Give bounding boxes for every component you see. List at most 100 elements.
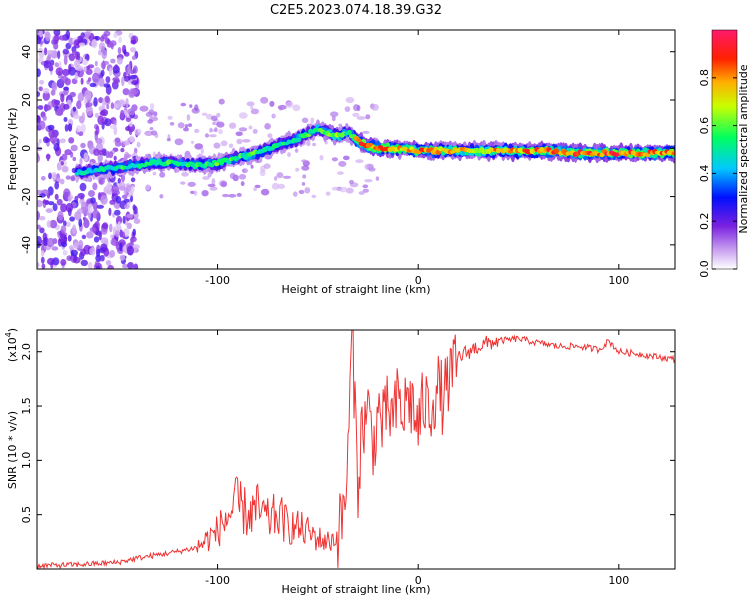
heatmap-noise-blob — [64, 149, 72, 156]
heatmap-noise-blob — [126, 222, 132, 230]
y-tick-label: 40 — [20, 45, 33, 59]
heatmap-noise-blob — [133, 263, 139, 269]
heatmap-ridge-blob — [214, 162, 220, 167]
heatmap-noise-blob — [110, 238, 117, 246]
heatmap-noise-blob — [304, 187, 311, 194]
heatmap-noise-blob — [95, 265, 101, 269]
heatmap-noise-blob — [62, 250, 68, 256]
heatmap-noise-blob — [120, 109, 125, 119]
spectrogram-x-ticks: -100 0 100 — [205, 30, 629, 287]
heatmap-noise-blob — [100, 61, 107, 69]
heatmap-noise-blob — [194, 104, 199, 112]
heatmap-noise-blob — [207, 183, 216, 188]
heatmap-noise-blob — [204, 133, 210, 138]
heatmap-noise-blob — [106, 104, 110, 110]
x-tick-label: -100 — [205, 274, 230, 287]
heatmap-noise-blob — [51, 39, 55, 45]
heatmap-noise-blob — [72, 156, 77, 162]
heatmap-noise-blob — [349, 179, 354, 185]
heatmap-noise-blob — [355, 159, 364, 164]
heatmap-noise-blob — [37, 105, 44, 110]
heatmap-noise-blob — [292, 104, 301, 112]
heatmap-noise-blob — [108, 207, 112, 216]
heatmap-noise-blob — [119, 242, 123, 252]
heatmap-noise-blob — [312, 142, 317, 147]
heatmap-noise-blob — [42, 88, 50, 94]
heatmap-noise-blob — [56, 177, 62, 182]
heatmap-noise-blob — [65, 202, 73, 213]
heatmap-noise-blob — [54, 193, 59, 200]
heatmap-noise-blob — [68, 63, 72, 72]
heatmap-noise-blob — [259, 169, 266, 177]
heatmap-noise-blob — [40, 176, 46, 181]
heatmap-noise-blob — [56, 198, 63, 206]
heatmap-noise-blob — [104, 95, 110, 103]
snr-frame — [36, 329, 676, 570]
heatmap-noise-blob — [122, 140, 130, 146]
heatmap-noise-blob — [124, 204, 130, 210]
heatmap-noise-blob — [70, 249, 79, 257]
heatmap-noise-blob — [274, 176, 278, 181]
heatmap-noise-blob — [366, 163, 374, 170]
heatmap-noise-blob — [74, 59, 80, 68]
heatmap-noise-blob — [68, 245, 75, 250]
heatmap-noise-blob — [39, 79, 45, 85]
heatmap-noise-blob — [166, 138, 171, 142]
heatmap-noise-blob — [53, 35, 60, 42]
heatmap-noise-blob — [78, 42, 85, 47]
colorbar-label: Normalized spectral amplitude — [737, 64, 750, 233]
heatmap-noise-blob — [126, 213, 133, 219]
heatmap-noise-blob — [37, 68, 41, 77]
heatmap-noise-blob — [92, 201, 98, 211]
heatmap-noise-blob — [105, 76, 111, 84]
heatmap-noise-blob — [95, 125, 100, 135]
heatmap-noise-blob — [38, 86, 43, 92]
heatmap-noise-blob — [127, 245, 134, 256]
heatmap-noise-blob — [228, 193, 237, 198]
heatmap-noise-blob — [131, 80, 139, 86]
heatmap-noise-blob — [167, 115, 173, 120]
heatmap-noise-blob — [123, 71, 127, 79]
heatmap-noise-blob — [37, 262, 40, 268]
heatmap-noise-blob — [263, 163, 271, 169]
heatmap-noise-blob — [131, 55, 137, 60]
heatmap-noise-blob — [95, 254, 102, 262]
heatmap-noise-blob — [238, 127, 248, 132]
heatmap-noise-blob — [110, 234, 115, 239]
heatmap-noise-blob — [87, 140, 92, 147]
heatmap-noise-blob — [120, 147, 125, 153]
heatmap-noise-blob — [229, 172, 236, 179]
heatmap-noise-blob — [344, 106, 351, 112]
heatmap-noise-blob — [67, 234, 72, 242]
snr-y-multiplier: (x104) — [4, 328, 19, 362]
x-tick-label: 100 — [608, 274, 629, 287]
heatmap-noise-blob — [109, 223, 113, 233]
heatmap-noise-blob — [46, 50, 55, 55]
heatmap-noise-blob — [81, 112, 86, 122]
heatmap-noise-blob — [337, 171, 344, 175]
heatmap-ridge-blob — [209, 163, 215, 168]
heatmap-noise-blob — [271, 182, 280, 190]
heatmap-noise-blob — [37, 146, 43, 151]
heatmap-noise-blob — [98, 42, 106, 51]
heatmap-noise-blob — [211, 115, 218, 122]
heatmap-noise-blob — [49, 219, 58, 229]
heatmap-noise-blob — [85, 106, 94, 116]
heatmap-noise-blob — [338, 123, 343, 128]
heatmap-noise-blob — [89, 82, 97, 88]
heatmap-noise-blob — [63, 103, 70, 110]
heatmap-noise-blob — [63, 55, 68, 66]
heatmap-noise-blob — [97, 115, 104, 125]
heatmap-noise-blob — [216, 112, 221, 118]
heatmap-noise-blob — [51, 82, 57, 90]
heatmap-noise-blob — [90, 197, 96, 204]
heatmap-noise-blob — [114, 140, 122, 147]
colorbar-gradient — [711, 29, 738, 270]
heatmap-noise-blob — [128, 121, 133, 127]
heatmap-noise-blob — [132, 204, 136, 211]
heatmap-noise-blob — [101, 49, 108, 60]
heatmap-noise-blob — [130, 39, 136, 45]
heatmap-noise-blob — [65, 175, 71, 180]
heatmap-noise-blob — [254, 184, 261, 189]
heatmap-noise-blob — [194, 128, 200, 133]
